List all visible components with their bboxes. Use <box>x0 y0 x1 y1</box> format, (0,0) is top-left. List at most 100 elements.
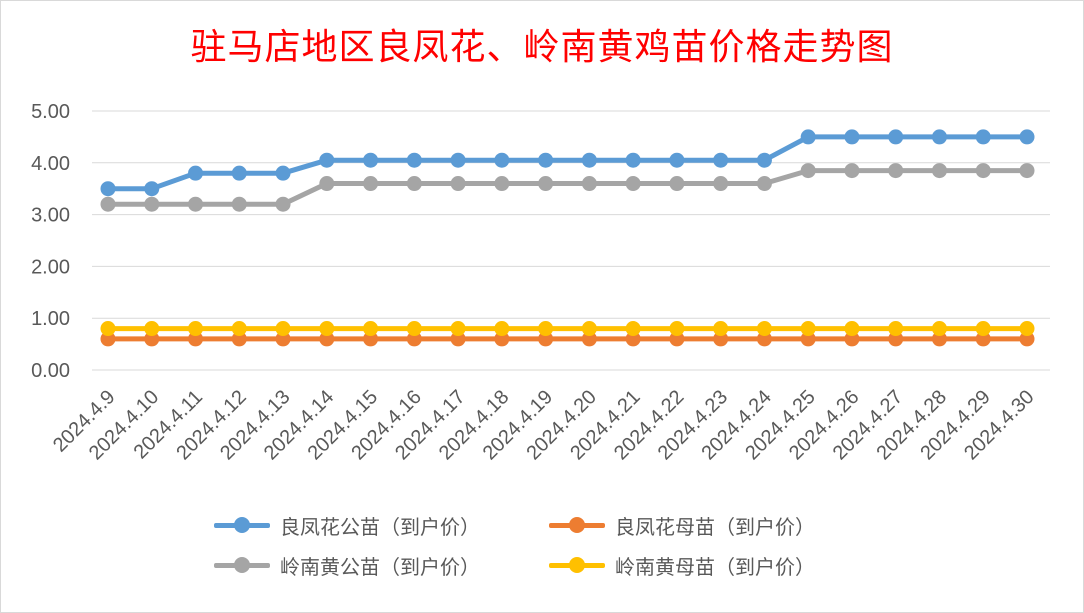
data-point <box>625 321 641 337</box>
legend-label-0: 良凤花公苗（到户价） <box>280 514 480 539</box>
y-tick-label: 5.00 <box>31 101 70 123</box>
data-point <box>800 331 816 347</box>
data-point <box>888 321 904 337</box>
data-point <box>363 331 379 347</box>
data-point <box>538 152 554 168</box>
data-point <box>231 321 247 337</box>
data-point <box>1019 129 1035 145</box>
legend-item-3: 岭南黄母苗（到户价） <box>545 550 880 580</box>
data-point <box>844 163 860 179</box>
data-point <box>231 196 247 212</box>
data-point <box>406 152 422 168</box>
data-point <box>144 181 160 197</box>
data-point <box>275 165 291 181</box>
data-point <box>625 152 641 168</box>
data-point <box>188 321 204 337</box>
data-point <box>1019 321 1035 337</box>
series-line-2 <box>105 168 1030 207</box>
gridlines <box>92 110 1050 371</box>
data-point <box>581 331 597 347</box>
chart-title: 驻马店地区良凤花、岭南黄鸡苗价格走势图 <box>190 27 894 68</box>
data-point <box>188 196 204 212</box>
data-point <box>494 176 510 192</box>
data-point <box>713 152 729 168</box>
data-point <box>800 321 816 337</box>
series-3 <box>100 321 1035 337</box>
data-point <box>144 331 160 347</box>
data-point <box>1019 331 1035 347</box>
data-point <box>669 176 685 192</box>
series-0 <box>100 129 1035 197</box>
data-point <box>931 163 947 179</box>
series-group <box>100 129 1035 347</box>
data-point <box>713 176 729 192</box>
data-point <box>319 152 335 168</box>
data-point <box>538 321 554 337</box>
series-line-0 <box>105 134 1030 192</box>
data-point <box>450 331 466 347</box>
y-axis-ticks: 0.00 1.00 2.00 3.00 4.00 5.00 <box>31 101 70 382</box>
data-point <box>1019 163 1035 179</box>
data-point <box>363 321 379 337</box>
data-point <box>275 196 291 212</box>
legend-swatch-2 <box>210 550 274 580</box>
legend-swatch-1 <box>545 510 609 540</box>
legend-label-2: 岭南黄公苗（到户价） <box>280 554 480 579</box>
data-point <box>144 196 160 212</box>
y-tick-label: 3.00 <box>31 205 70 227</box>
data-point <box>931 129 947 145</box>
data-point <box>756 321 772 337</box>
data-point <box>231 331 247 347</box>
data-point <box>931 321 947 337</box>
data-point <box>581 152 597 168</box>
legend-item-2: 岭南黄公苗（到户价） <box>210 550 545 580</box>
data-point <box>406 176 422 192</box>
y-tick-label: 1.00 <box>31 308 70 330</box>
data-point <box>319 321 335 337</box>
data-point <box>406 321 422 337</box>
data-point <box>581 321 597 337</box>
legend-swatch-3 <box>545 550 609 580</box>
data-point <box>275 331 291 347</box>
data-point <box>844 321 860 337</box>
data-point <box>756 176 772 192</box>
data-point <box>231 165 247 181</box>
data-point <box>406 331 422 347</box>
data-point <box>844 331 860 347</box>
data-point <box>319 176 335 192</box>
data-point <box>669 331 685 347</box>
y-tick-label: 2.00 <box>31 256 70 278</box>
data-point <box>931 331 947 347</box>
series-1 <box>100 331 1035 347</box>
data-point <box>888 163 904 179</box>
y-tick-label: 4.00 <box>31 153 70 175</box>
data-point <box>669 152 685 168</box>
data-point <box>581 176 597 192</box>
data-point <box>319 331 335 347</box>
data-point <box>713 331 729 347</box>
legend-label-3: 岭南黄母苗（到户价） <box>615 554 815 579</box>
data-point <box>188 331 204 347</box>
data-point <box>363 176 379 192</box>
legend-item-1: 良凤花母苗（到户价） <box>545 510 880 540</box>
series-2 <box>100 163 1035 212</box>
data-point <box>275 321 291 337</box>
y-tick-label: 0.00 <box>31 360 70 382</box>
data-point <box>888 331 904 347</box>
data-point <box>800 163 816 179</box>
data-point <box>888 129 904 145</box>
data-point <box>494 321 510 337</box>
data-point <box>144 321 160 337</box>
data-point <box>494 152 510 168</box>
data-point <box>100 331 116 347</box>
data-point <box>756 331 772 347</box>
x-axis-ticks: 2024.4.92024.4.102024.4.112024.4.122024.… <box>49 386 1039 464</box>
data-point <box>975 129 991 145</box>
data-point <box>450 152 466 168</box>
legend: 良凤花公苗（到户价） 良凤花母苗（到户价） 岭南黄公苗（到户价） 岭南黄母苗（到… <box>210 510 910 580</box>
data-point <box>975 163 991 179</box>
legend-item-0: 良凤花公苗（到户价） <box>210 510 545 540</box>
data-point <box>844 129 860 145</box>
